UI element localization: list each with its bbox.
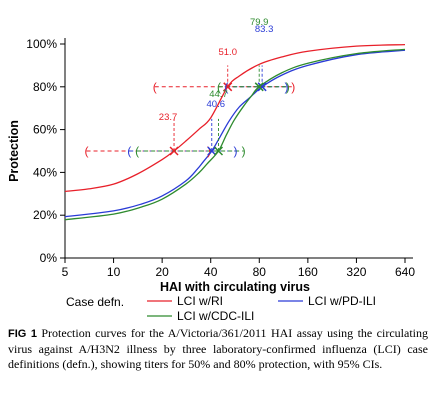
ci-lower-paren: (	[127, 144, 131, 158]
x-tick-label: 80	[253, 265, 267, 279]
y-tick-label: 40%	[33, 165, 57, 179]
y-tick-label: 0%	[40, 251, 58, 265]
y-tick-label: 100%	[26, 37, 57, 51]
threshold-marker-1-50	[207, 146, 217, 156]
series-line-0	[64, 43, 406, 193]
protection-chart: 0% 20% 40% 60% 80% 100% 5 10 20 40 80 160 320 640 HAI …	[7, 17, 415, 323]
chart-axes: 0% 20% 40% 60% 80% 100% 5 10 20 40 80 160 320 640 HAI …	[7, 37, 415, 294]
x-tick-label: 640	[395, 265, 415, 279]
x-tick-label: 160	[298, 265, 318, 279]
chart-marks: ()()()()()()	[85, 80, 296, 158]
y-tick-label: 20%	[33, 208, 57, 222]
threshold-marker-0-80	[223, 82, 233, 92]
figure-caption: FIG 1 Protection curves for the A/Victor…	[8, 326, 428, 372]
y-tick-label: 80%	[33, 80, 57, 94]
legend-title: Case defn.	[66, 295, 124, 309]
threshold-marker-0-50	[169, 146, 179, 156]
threshold-label: 40.6	[207, 99, 226, 110]
x-tick-label: 20	[155, 265, 169, 279]
legend-label-1: LCI w/PD-ILI	[308, 294, 376, 308]
ci-lower-paren: (	[153, 80, 157, 94]
threshold-label: 23.7	[159, 112, 178, 123]
threshold-marker-2-50	[213, 146, 224, 156]
caption-label: FIG 1	[8, 328, 37, 340]
series-line-1	[64, 49, 406, 218]
x-tick-label: 320	[346, 265, 366, 279]
ci-lower-paren: (	[135, 144, 139, 158]
ci-upper-paren: )	[291, 80, 295, 94]
ci-upper-paren: )	[285, 80, 289, 94]
chart-legend: Case defn. LCI w/RI LCI w/PD-ILI LCI w/CDC-…	[66, 294, 376, 323]
chart-labels: 23.7 51.0 44.740.6 79.983.3	[159, 17, 274, 123]
threshold-label: 79.9	[250, 17, 269, 28]
x-axis-title: HAI with circulating virus	[160, 280, 310, 294]
x-tick-label: 40	[204, 265, 218, 279]
ci-upper-paren: )	[242, 144, 246, 158]
legend-label-2: LCI w/CDC-ILI	[177, 309, 254, 323]
ci-lower-paren: (	[217, 80, 221, 94]
chart-guides	[86, 65, 294, 152]
ci-upper-paren: )	[234, 144, 238, 158]
series-line-2	[64, 48, 406, 221]
legend-label-0: LCI w/RI	[177, 294, 223, 308]
ci-upper-paren: )	[286, 80, 290, 94]
chart-curves	[64, 43, 406, 221]
threshold-marker-2-80	[254, 82, 264, 92]
y-tick-label: 60%	[33, 123, 57, 137]
caption-text: Protection curves for the A/Victoria/361…	[8, 326, 428, 371]
ci-upper-paren: )	[207, 144, 211, 158]
threshold-label: 83.3	[255, 24, 274, 35]
threshold-marker-1-80	[257, 82, 267, 92]
ci-lower-paren: (	[224, 80, 228, 94]
x-tick-label: 5	[62, 265, 69, 279]
ci-lower-paren: (	[85, 144, 89, 158]
threshold-label: 44.7	[209, 89, 228, 100]
x-tick-label: 10	[107, 265, 121, 279]
threshold-label: 51.0	[218, 47, 237, 58]
y-axis-title: Protection	[7, 120, 21, 182]
